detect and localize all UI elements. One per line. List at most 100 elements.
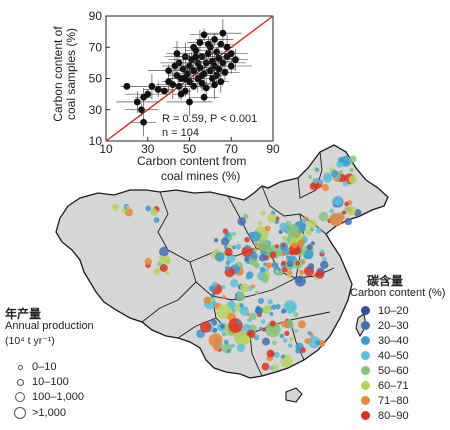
point-marker [221, 68, 229, 76]
scatter-point [120, 82, 134, 90]
mine-dot [286, 273, 292, 279]
scatter-point [131, 108, 157, 137]
x-tick-label: 50 [183, 142, 197, 156]
scatter-point [193, 75, 211, 91]
mine-dot [303, 249, 314, 260]
mine-dot [306, 219, 317, 230]
color-legend-swatch [361, 306, 370, 315]
mine-dot [268, 323, 279, 335]
color-legend-swatch [361, 396, 370, 405]
mine-dot [267, 299, 273, 305]
point-marker [215, 65, 223, 73]
scatter-points [116, 19, 253, 137]
mine-dot [271, 304, 277, 310]
mine-dot [266, 262, 273, 269]
mine-dot [309, 182, 318, 190]
point-marker [227, 62, 235, 70]
mine-dot [228, 318, 243, 333]
mine-dot [339, 170, 344, 175]
color-legend-title-en: Carbon content (%) [350, 287, 446, 299]
mine-dot [250, 231, 261, 242]
mine-dot [222, 332, 227, 337]
mine-dot [241, 245, 253, 258]
mine-dot [315, 270, 325, 279]
point-marker [165, 67, 173, 75]
mine-dot [287, 343, 293, 348]
size-legend-item: 0–10 [14, 361, 56, 373]
mine-dot [249, 312, 257, 321]
mine-dot [254, 306, 263, 315]
size-legend-label: 100–1,000 [32, 391, 84, 403]
point-marker [190, 43, 198, 51]
size-legend-item: 10–100 [14, 376, 69, 388]
hainan-island [285, 387, 303, 403]
point-marker [190, 82, 198, 90]
size-legend-title-zh: 年产量 [5, 307, 42, 321]
mine-dot [286, 237, 291, 242]
mine-dot [291, 242, 298, 249]
mine-dot [242, 323, 251, 332]
mine-dot [320, 249, 325, 254]
mine-dot [222, 228, 229, 234]
mine-dot [266, 349, 275, 358]
mine-dot [223, 339, 229, 345]
mine-dot [269, 366, 274, 371]
mine-dot [299, 232, 305, 238]
point-marker [232, 56, 239, 64]
mine-dot [261, 362, 270, 371]
mine-dot [258, 298, 264, 304]
size-legend-item: 100–1,000 [14, 391, 84, 403]
y-tick-label: 30 [89, 103, 103, 117]
mine-dot [299, 269, 305, 275]
point-marker [123, 82, 131, 90]
mine-dot [271, 364, 279, 372]
mine-dot [125, 205, 131, 210]
mine-dot [281, 251, 286, 257]
size-legend-circle [18, 364, 23, 370]
mine-dot [295, 260, 300, 266]
point-marker [198, 71, 206, 79]
size-legend-title-en: Annual production [5, 320, 94, 332]
scatter-point [187, 30, 213, 56]
point-marker [138, 106, 145, 114]
mine-dot [220, 324, 225, 329]
mine-dot [216, 304, 232, 320]
mine-dot [322, 257, 328, 262]
scatter-point [189, 69, 215, 82]
mine-dot [221, 295, 226, 300]
mine-dot [304, 338, 311, 344]
mine-dot [246, 329, 256, 339]
color-legend-label: 60–71 [378, 379, 409, 392]
y-tick-label: 90 [89, 9, 103, 23]
mine-dot [344, 201, 349, 207]
color-legend-swatch [361, 336, 370, 345]
mine-dot [286, 224, 300, 238]
mine-dot [262, 337, 270, 346]
point-marker [219, 59, 227, 67]
scatter-point [199, 56, 246, 70]
mine-dot [262, 305, 272, 314]
point-marker [200, 93, 208, 101]
point-marker [204, 40, 212, 48]
mine-dot [320, 260, 329, 269]
point-marker [186, 98, 193, 106]
mine-dot [224, 248, 233, 257]
mine-dot [269, 320, 276, 327]
mine-dot [237, 320, 242, 324]
mine-dot [260, 275, 269, 284]
color-legend-item: 30–40 [361, 334, 409, 347]
color-legend-item: 10–20 [361, 304, 409, 317]
mine-dot [349, 155, 357, 163]
size-legend-label: >1,000 [32, 407, 66, 419]
mine-dot [297, 239, 305, 247]
scatter-point [202, 36, 215, 52]
province-boundary [157, 191, 191, 263]
mine-dot [159, 246, 169, 257]
mine-dot [236, 292, 246, 302]
mine-dot [255, 334, 260, 339]
mine-dot [274, 244, 279, 249]
x-tick-label: 30 [141, 142, 155, 156]
mine-dot [249, 257, 258, 266]
mine-dot [312, 177, 319, 184]
mine-dot [321, 184, 330, 192]
